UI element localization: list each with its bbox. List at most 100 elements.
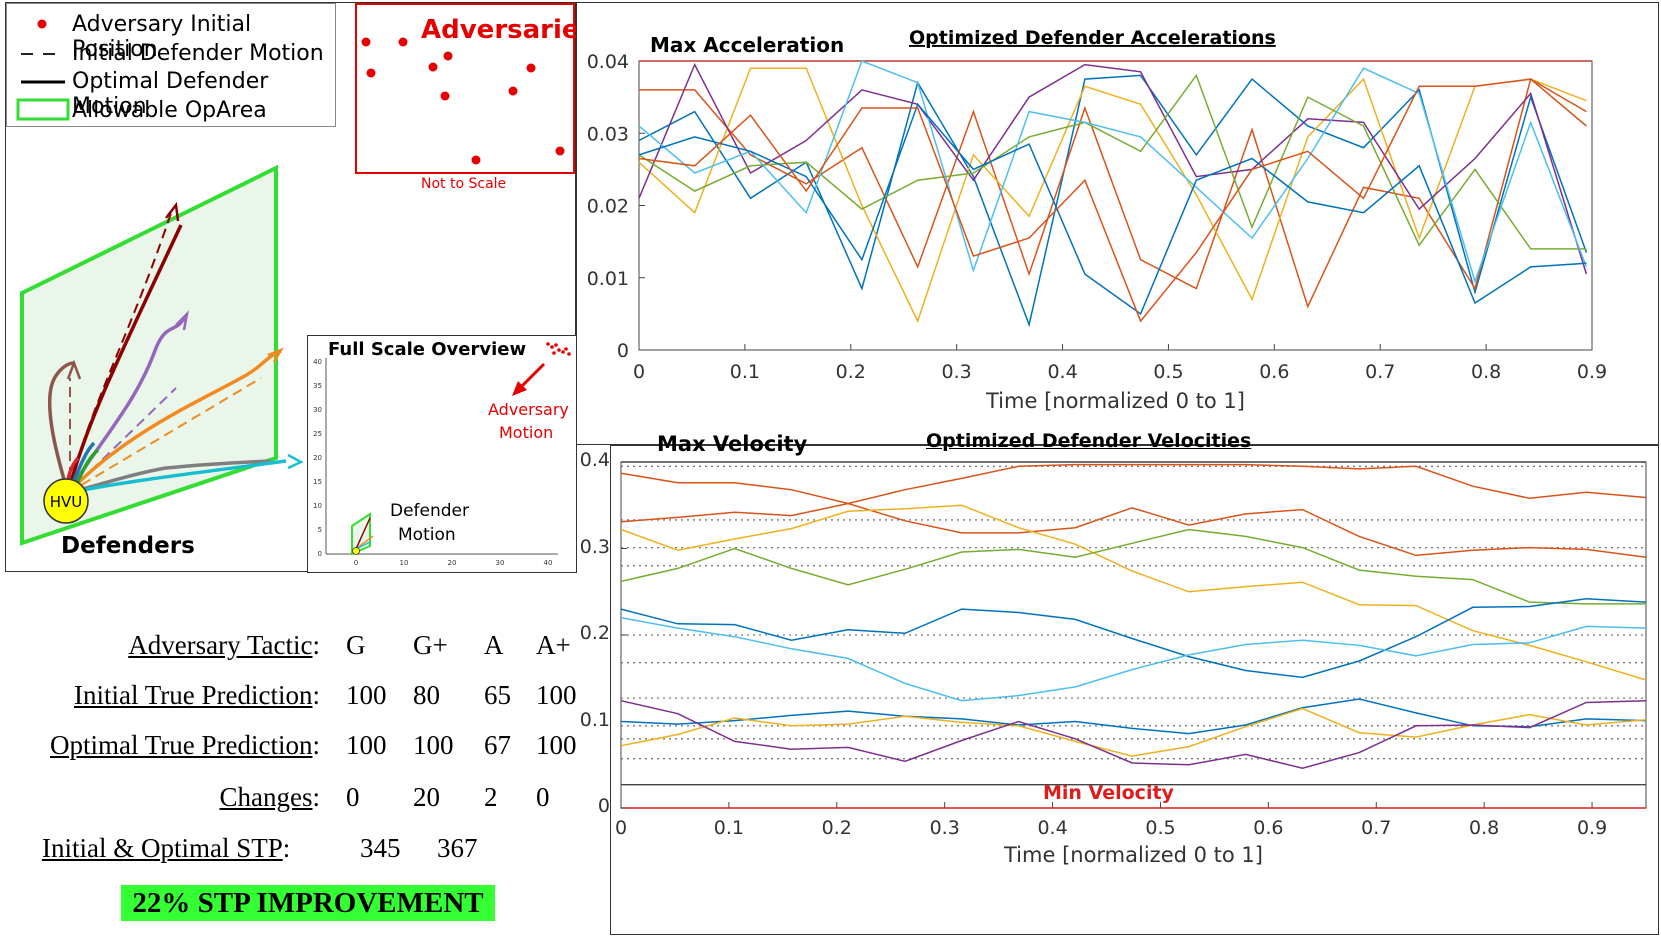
overview-adversary-label-2: Motion [499,423,554,442]
legend-label-initial: Initial Defender Motion [72,41,324,66]
hvu-marker [43,478,89,524]
table-cell: A+ [536,630,571,660]
y-tick-label: 0.04 [587,51,629,73]
x-tick-label: 0.1 [714,817,744,839]
series-line-v7 [620,698,1647,735]
max-acceleration-label: Max Acceleration [650,33,844,57]
velocity-panel: 0 0.1 0.2 0.3 0.4 0.5 0.6 0.7 0.8 0.9 Time [normal… [610,445,1659,935]
x-tick-label: 0.7 [1365,361,1395,383]
table-cell: 100 [536,730,577,760]
table-cell: 367 [437,833,478,863]
table-cell: A [484,630,504,660]
track-orange-dash [67,377,262,494]
x-tick-label: 0.4 [1037,817,1067,839]
ov-xtick-40: 40 [544,559,553,567]
table-cell: 100 [346,730,387,760]
ov-xtick-10: 10 [400,559,409,567]
ov-xtick-20: 20 [448,559,457,567]
legend-label-optimal: Optimal Defender Motion [72,69,269,119]
series-line-v6 [620,616,1647,702]
x-tick-label: 0.9 [1577,361,1607,383]
table-cell: 80 [413,680,440,710]
overview-adversary-label-1: Adversary [488,400,569,419]
acceleration-panel: 0 0.01 0.02 0.03 0.04 0 0.1 0.2 0.3 0.4 0.5 0.6 0.7 0… [576,2,1659,445]
overview-defender-label-1: Defender [390,501,470,521]
series-line-s3 [638,67,1587,324]
x-tick-label: 0.2 [822,817,852,839]
track-orange [66,349,282,495]
track-gray [67,459,272,495]
x-axis-label: Time [normalized 0 to 1] [985,389,1245,413]
ov-ytick-30: 30 [313,406,322,414]
table-row-changes: Changes: 0 20 2 0 [0,782,600,822]
x-tick-label: 0 [633,361,645,383]
x-tick-label: 0.3 [930,817,960,839]
adversary-inset-title: Adversaries [421,15,596,45]
table-cell: 100 [413,730,454,760]
series-line-v3 [620,504,1647,681]
ov-ytick-5: 5 [318,526,322,534]
table-row-initial: Initial True Prediction: 100 80 65 100 [0,680,600,720]
track-darkred [66,224,183,494]
table-cell: 100 [536,680,577,710]
series-line-v2 [620,502,1647,558]
table-cell: 2 [484,782,498,812]
defenders-label: Defenders [61,533,195,559]
oparea-polygon [20,164,278,546]
acceleration-chart: 0 0.01 0.02 0.03 0.04 0 0.1 0.2 0.3 0.4 0.5 0.6 0.7 0… [587,27,1607,413]
ov-ytick-10: 10 [313,502,322,510]
series-line-v8 [620,707,1647,757]
ov-ytick-0: 0 [318,550,322,558]
series-line-s2 [639,77,1587,309]
x-tick-label: 0.7 [1361,817,1391,839]
table-row-optimal: Optimal True Prediction: 100 100 67 100 [0,730,600,770]
table-cell: 345 [360,833,401,863]
adversary-inset: Adversaries [355,3,595,174]
series-line-v9 [620,699,1647,769]
ov-ytick-20: 20 [313,454,322,462]
vel-ytick-0.1: 0.1 [579,709,610,731]
series-line-s8 [638,78,1587,323]
table-cell: G [346,630,366,660]
x-tick-label: 0.1 [730,361,760,383]
table-cell: G+ [413,630,448,660]
legend-label-oparea: Allowable OpArea [72,98,267,123]
stp-improvement-banner: 22% STP IMPROVEMENT [121,885,495,921]
adversary-inset-note: Not to Scale [421,176,507,192]
x-tick-label: 0.9 [1577,817,1607,839]
x-tick-label: 0.8 [1471,361,1501,383]
series-line-s1 [638,74,1588,328]
x-tick-label: 0.2 [836,361,866,383]
table-cell: 0 [536,782,550,812]
chart-title: Optimized Defender Accelerations [909,27,1276,49]
legend: Adversary Initial Position Initial Defen… [6,3,336,127]
arrowheads [66,201,304,470]
x-tick-label: 0 [615,817,627,839]
table-row-stp: Initial & Optimal STP: 345 367 [0,833,600,873]
series-line-v1 [620,463,1647,505]
velocity-chart: 0 0.1 0.2 0.3 0.4 0.5 0.6 0.7 0.8 0.9 Time [normal… [615,461,1647,867]
series-line-v4 [620,528,1646,605]
ov-xtick-30: 30 [496,559,505,567]
row-label: Initial True Prediction: [73,680,320,710]
x-tick-label: 0.5 [1153,361,1183,383]
x-tick-label: 0.6 [1259,361,1289,383]
series-line-v5 [620,597,1647,679]
x-tick-label: 0.8 [1469,817,1499,839]
row-label: Initial & Optimal STP: [42,833,291,863]
y-tick-label: 0.03 [587,123,629,145]
y-tick-label: 0.02 [587,196,629,218]
x-tick-label: 0.6 [1253,817,1283,839]
y-tick-label: 0 [617,340,629,362]
row-label: Changes: [219,782,321,812]
overview-inset: Full Scale Overview 40 35 30 25 20 15 10… [307,335,577,573]
ov-xtick-0: 0 [354,559,358,567]
overview-defender-label-2: Motion [398,525,456,545]
ov-ytick-35: 35 [313,382,322,390]
scene-svg: HVU Defenders [20,164,304,559]
vel-ytick-0.3: 0.3 [579,536,610,558]
y-tick-label: 0.01 [587,268,629,290]
table-cell: 100 [346,680,387,710]
results-table: Adversary Tactic: G G+ A A+ Initial True… [0,630,600,930]
track-brown [47,361,75,494]
